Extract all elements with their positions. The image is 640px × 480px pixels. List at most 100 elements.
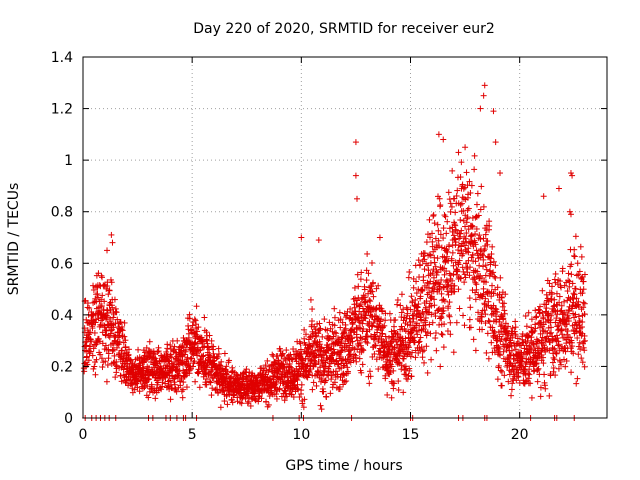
data-point: [126, 356, 133, 363]
data-point: [86, 305, 93, 312]
data-point: [248, 373, 255, 380]
data-point: [171, 343, 178, 350]
data-point: [122, 337, 129, 344]
data-point: [182, 348, 189, 355]
data-point: [244, 400, 251, 407]
data-point: [191, 316, 198, 323]
data-point: [146, 388, 153, 395]
x-tick-label: 15: [402, 427, 420, 443]
data-point: [102, 342, 109, 349]
data-point: [88, 338, 95, 345]
data-point: [143, 367, 150, 374]
data-point: [113, 309, 120, 316]
data-point: [124, 360, 131, 367]
data-point: [92, 316, 99, 323]
data-point: [186, 315, 193, 322]
data-point: [166, 377, 173, 384]
data-point: [200, 352, 207, 359]
data-point: [185, 360, 192, 367]
data-point: [169, 385, 176, 392]
data-point: [104, 321, 111, 328]
data-point: [87, 329, 94, 336]
data-point: [223, 363, 230, 370]
data-point: [134, 378, 141, 385]
data-point: [105, 350, 112, 357]
data-point: [102, 327, 109, 334]
data-point: [162, 380, 169, 387]
data-point: [152, 395, 159, 402]
data-point: [204, 340, 211, 347]
data-point: [99, 364, 106, 371]
data-point: [135, 346, 142, 353]
data-point: [136, 388, 143, 395]
data-point: [139, 364, 146, 371]
data-point: [214, 353, 221, 360]
data-point: [247, 402, 254, 409]
data-point: [121, 319, 128, 326]
data-point: [226, 357, 233, 364]
data-point: [99, 274, 106, 281]
data-point: [90, 286, 97, 293]
data-point: [229, 399, 236, 406]
y-axis-label: SRMTID / TECUs: [6, 183, 22, 296]
data-point: [165, 378, 172, 385]
data-point: [91, 363, 98, 370]
data-point: [188, 355, 195, 362]
data-point: [177, 382, 184, 389]
data-point: [202, 379, 209, 386]
data-point: [191, 358, 198, 365]
y-tick-label: 1: [64, 153, 73, 169]
data-point: [185, 366, 192, 373]
data-point: [117, 372, 124, 379]
data-point: [201, 314, 208, 321]
data-point: [109, 348, 116, 355]
data-point: [111, 296, 118, 303]
data-point: [119, 327, 126, 334]
data-point: [217, 404, 224, 411]
data-point: [228, 396, 235, 403]
data-point: [208, 337, 215, 344]
data-point: [221, 398, 228, 405]
data-point: [167, 396, 174, 403]
data-point: [203, 381, 210, 388]
data-point: [248, 394, 255, 401]
data-point: [180, 379, 187, 386]
data-point: [109, 304, 116, 311]
data-point: [85, 357, 92, 364]
data-point: [107, 315, 114, 322]
data-point: [209, 385, 216, 392]
data-point: [110, 346, 117, 353]
data-point: [105, 291, 112, 298]
y-tick-label: 0: [64, 411, 73, 427]
data-point: [224, 401, 231, 408]
data-point: [179, 394, 186, 401]
data-point: [172, 385, 179, 392]
data-point: [87, 348, 94, 355]
data-point: [87, 343, 94, 350]
data-point: [186, 367, 193, 374]
y-tick-label: 1.4: [51, 50, 73, 66]
data-point: [155, 348, 162, 355]
data-point: [149, 383, 156, 390]
data-point: [111, 352, 118, 359]
y-tick-label: 1.2: [51, 102, 73, 118]
data-point: [207, 379, 214, 386]
data-point: [98, 302, 105, 309]
data-point: [206, 332, 213, 339]
data-point: [108, 327, 115, 334]
data-point: [218, 358, 225, 365]
data-point: [219, 365, 226, 372]
data-point: [92, 371, 99, 378]
data-point: [183, 384, 190, 391]
data-point: [89, 325, 96, 332]
data-point: [168, 354, 175, 361]
x-axis-label: GPS time / hours: [285, 458, 402, 474]
data-point: [192, 378, 199, 385]
data-point: [200, 373, 207, 380]
data-point: [89, 312, 96, 319]
data-point: [89, 352, 96, 359]
data-point: [98, 296, 105, 303]
data-point: [203, 329, 210, 336]
data-points: [80, 82, 589, 421]
data-point: [119, 323, 126, 330]
